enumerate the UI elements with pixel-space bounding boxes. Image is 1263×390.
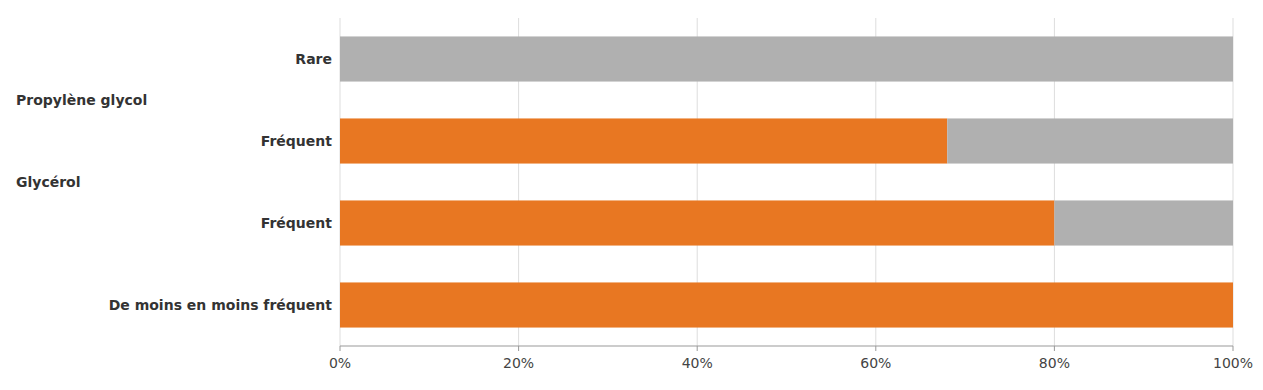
x-tick-label: 80% (1039, 355, 1070, 371)
group-labels: Propylène glycol Glycérol (16, 92, 147, 190)
x-tick (875, 346, 876, 351)
category-label: Fréquent (261, 215, 333, 231)
category-label: Fréquent (261, 133, 333, 149)
bar-segment (1233, 282, 1234, 327)
category-label: De moins en moins fréquent (109, 297, 333, 313)
x-tick (1054, 346, 1055, 351)
bar-segment (947, 118, 1233, 163)
bar-segment (1054, 200, 1233, 245)
x-tick-label: 20% (503, 355, 534, 371)
chart-svg: 0% 20% 40% 60% 80% 100% Rare Fréquent Fréquent De… (0, 0, 1263, 390)
x-tick-label: 60% (860, 355, 891, 371)
x-tick-label: 100% (1213, 355, 1253, 371)
x-axis-line (340, 346, 1233, 347)
x-tick (697, 346, 698, 351)
x-tick (340, 346, 341, 351)
category-labels: Rare Fréquent Fréquent De moins en moins fr… (109, 51, 333, 313)
bar-segment (340, 36, 1233, 81)
x-tick (1233, 346, 1234, 351)
group-label: Propylène glycol (16, 92, 147, 108)
x-axis: 0% 20% 40% 60% 80% 100% (329, 346, 1253, 371)
bar-segment (340, 200, 1054, 245)
chart-container: 0% 20% 40% 60% 80% 100% Rare Fréquent Fréquent De… (0, 0, 1263, 390)
group-label: Glycérol (16, 174, 81, 190)
bars (340, 36, 1233, 327)
category-label: Rare (295, 51, 332, 67)
x-tick (518, 346, 519, 351)
x-tick-label: 0% (329, 355, 351, 371)
grid (340, 18, 1233, 346)
bar-segment (340, 282, 1233, 327)
x-tick-label: 40% (682, 355, 713, 371)
bar-segment (340, 118, 947, 163)
